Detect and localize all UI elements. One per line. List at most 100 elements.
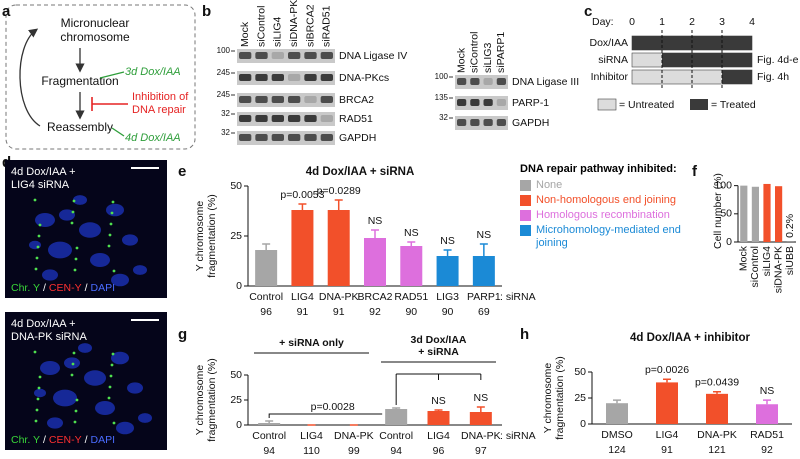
dapi-blob xyxy=(73,195,87,205)
stain-part: Chr. Y xyxy=(11,434,40,446)
legend-title: DNA repair pathway inhibited: xyxy=(520,163,698,176)
x-tick-label: siDNA-PK xyxy=(772,246,784,293)
x-tick-label: RAD51 xyxy=(750,429,784,441)
band-label: GAPDH xyxy=(512,117,549,129)
foci xyxy=(37,246,40,249)
blot-band xyxy=(255,96,267,103)
panel-letter: b xyxy=(202,3,211,20)
day-tick: 3 xyxy=(719,16,725,28)
count-label: 99 xyxy=(348,445,360,454)
stain-part: CEN-Y xyxy=(49,434,82,446)
y-axis-label: fragmentation (%) xyxy=(206,194,218,277)
blot-band xyxy=(321,74,333,81)
blot-band xyxy=(497,99,506,106)
y-tick-label: 50 xyxy=(574,366,586,378)
y-tick-label: 0 xyxy=(236,280,242,292)
band-label: DNA-PKcs xyxy=(339,72,389,84)
foci xyxy=(72,211,75,214)
annotation: NS xyxy=(477,229,492,241)
bar xyxy=(763,184,770,242)
legend-label: Non-homologous end joining xyxy=(536,194,676,207)
panel-letter: g xyxy=(178,326,187,343)
x-tick-label: siUBB xyxy=(784,246,796,275)
row-label: Dox/IAA xyxy=(589,37,628,49)
bar xyxy=(756,404,778,424)
error-bar xyxy=(335,200,343,210)
y-tick-label: 25 xyxy=(230,230,242,242)
error-bar xyxy=(392,408,400,409)
dapi-blob xyxy=(35,213,55,227)
legend-swatch xyxy=(520,195,531,206)
image-title: 4d Dox/IAA + xyxy=(11,318,76,330)
dapi-blob xyxy=(48,242,72,259)
panel-letter: a xyxy=(2,3,11,20)
stain-legend: Chr. Y/CEN-Y/DAPI xyxy=(11,282,115,294)
figure-ref: Fig. 4h xyxy=(757,71,789,83)
legend-entry: Microhomology-mediated end joining xyxy=(520,224,698,250)
chart-title: 4d Dox/IAA + inhibitor xyxy=(630,332,751,344)
blot-strip xyxy=(237,131,335,145)
legend-label: = Untreated xyxy=(619,99,674,111)
marker-label: 32 xyxy=(221,128,230,137)
error-bar xyxy=(407,242,415,246)
x-tick-label: DMSO xyxy=(601,429,633,441)
band-label: BRCA2 xyxy=(339,94,374,106)
blot-band xyxy=(272,115,284,122)
blot-band xyxy=(304,134,316,141)
foci xyxy=(108,397,111,400)
bar xyxy=(428,411,450,425)
foci xyxy=(73,200,76,203)
x-tick-label: siLIG4 xyxy=(761,246,773,277)
blot-band xyxy=(484,78,493,85)
treated xyxy=(662,53,752,67)
band-label: DNA Ligase IV xyxy=(339,50,407,62)
legend-entry: Homologous recombination xyxy=(520,209,698,222)
p-bracket xyxy=(269,414,382,418)
foci xyxy=(75,410,78,413)
x-tick-label: PARP1 xyxy=(467,291,501,303)
x-tick-label: Control xyxy=(252,430,286,442)
x-tick-label: BRCA2 xyxy=(357,291,392,303)
dapi-blob xyxy=(127,382,143,393)
x-tick-label: LIG4 xyxy=(300,430,323,442)
y-axis-label: fragmentation (%) xyxy=(554,356,566,439)
annotation: NS xyxy=(431,395,446,407)
bar xyxy=(706,394,728,424)
legend-label: Microhomology-mediated end joining xyxy=(536,224,698,250)
dapi-blob xyxy=(42,269,58,280)
dapi-blob xyxy=(64,357,80,368)
y-axis-label: Y chromosome xyxy=(194,365,206,436)
blot-band xyxy=(457,119,466,126)
bar xyxy=(473,256,495,286)
legend-entry: Non-homologous end joining xyxy=(520,194,698,207)
x-tick-label: LIG3 xyxy=(436,291,459,303)
foci xyxy=(35,420,38,423)
blot-band xyxy=(272,74,284,81)
lane-label: Mock xyxy=(239,21,251,47)
row-label: Inhibitor xyxy=(591,71,629,83)
count-label: 121 xyxy=(708,444,726,454)
marker-label: 32 xyxy=(221,109,230,118)
y-tick-label: 50 xyxy=(230,180,242,192)
count-label: 94 xyxy=(390,445,402,454)
blot-band xyxy=(484,119,493,126)
bar xyxy=(606,403,628,424)
blot-band xyxy=(239,134,251,141)
day-tick: 4 xyxy=(749,16,755,28)
foci xyxy=(110,375,113,378)
lane-label: siBRCA2 xyxy=(304,4,316,47)
group-label: + siRNA xyxy=(418,346,459,358)
lane-label: siControl xyxy=(469,32,481,73)
foci xyxy=(37,398,40,401)
count-label: 94 xyxy=(263,445,275,454)
day-tick: 1 xyxy=(659,16,665,28)
blot-strip xyxy=(237,71,335,85)
count-label: 124 xyxy=(608,444,626,454)
bar xyxy=(437,256,459,286)
blot-band xyxy=(255,52,267,59)
bar xyxy=(291,210,313,286)
marker-label: 32 xyxy=(439,113,448,122)
foci xyxy=(108,245,111,248)
count-label: 110 xyxy=(303,445,320,454)
